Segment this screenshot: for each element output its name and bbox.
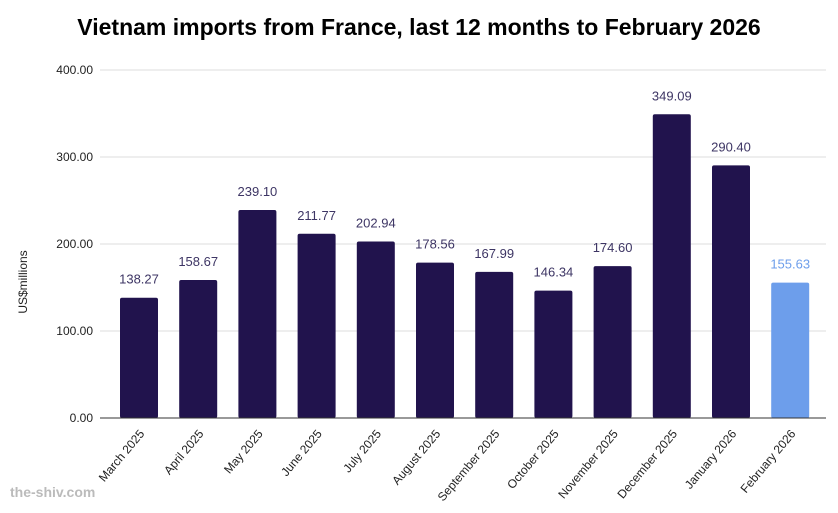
bar (297, 233, 336, 418)
x-tick-label: January 2026 (682, 427, 740, 492)
bar (120, 297, 158, 418)
y-tick-label: 200.00 (56, 237, 93, 251)
x-tick-label: April 2025 (161, 427, 207, 478)
x-tick-label: December 2025 (614, 427, 680, 502)
bar (356, 241, 395, 418)
bar (652, 114, 691, 419)
data-label: 158.67 (178, 254, 218, 269)
data-label: 211.77 (297, 208, 336, 223)
bar (771, 282, 810, 418)
bar (238, 209, 277, 418)
x-tick-label: July 2025 (340, 427, 384, 476)
y-axis-label: US$millions (16, 250, 30, 313)
chart-title: Vietnam imports from France, last 12 mon… (77, 14, 761, 40)
data-label: 146.34 (534, 265, 574, 280)
y-tick-label: 400.00 (56, 63, 93, 77)
bar (416, 262, 454, 418)
y-tick-label: 100.00 (56, 324, 93, 338)
x-tick-label: May 2025 (221, 427, 266, 477)
bar (593, 266, 632, 418)
x-tick-label: February 2026 (738, 427, 799, 496)
x-tick-label: August 2025 (389, 427, 443, 488)
x-tick-label: October 2025 (504, 427, 562, 492)
data-label: 239.10 (238, 184, 278, 199)
x-tick-label: June 2025 (278, 427, 325, 479)
y-tick-label: 0.00 (70, 411, 94, 425)
data-label: 174.60 (593, 240, 633, 255)
data-label: 202.94 (356, 215, 396, 230)
x-tick-label: March 2025 (96, 427, 148, 485)
data-label: 167.99 (474, 246, 514, 261)
bar (179, 279, 218, 418)
bar (475, 271, 514, 418)
watermark: the-shiv.com (10, 484, 96, 500)
data-label: 138.27 (119, 272, 159, 287)
bar (534, 290, 573, 418)
data-label: 178.56 (415, 237, 455, 252)
y-tick-label: 300.00 (56, 150, 93, 164)
data-label: 290.40 (711, 139, 751, 154)
bar (712, 165, 750, 418)
data-label: 155.63 (770, 257, 810, 272)
data-label: 349.09 (652, 88, 692, 103)
x-tick-label: September 2025 (435, 427, 503, 504)
x-tick-label: November 2025 (555, 427, 621, 502)
